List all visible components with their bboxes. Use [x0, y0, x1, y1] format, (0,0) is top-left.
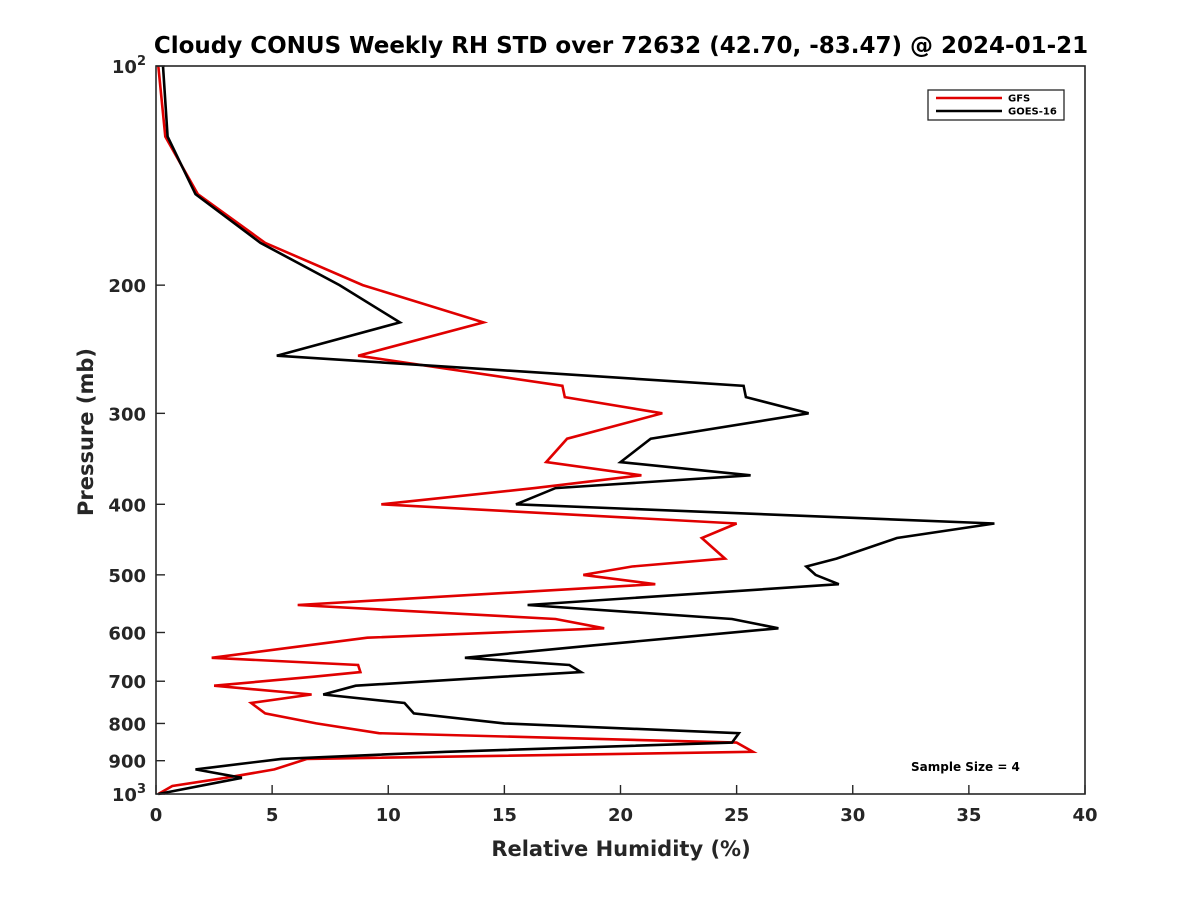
x-axis-label: Relative Humidity (%)	[491, 837, 750, 861]
x-tick-label: 35	[956, 805, 981, 826]
legend-label-gfs: GFS	[1008, 94, 1030, 105]
y-axis: 102 200 300 400 500 600 700 800 900 103	[108, 54, 165, 806]
chart-title: Cloudy CONUS Weekly RH STD over 72632 (4…	[154, 33, 1088, 59]
y-tick-label: 700	[108, 672, 146, 693]
legend-label-goes-16: GOES-16	[1008, 107, 1057, 118]
y-tick-label: 400	[108, 495, 146, 516]
plot-series-layer	[157, 65, 995, 796]
legend: GFS GOES-16	[927, 89, 1065, 121]
y-tick-label: 900	[108, 752, 146, 773]
y-tick-label: 102	[112, 54, 146, 78]
y-tick-label: 103	[112, 782, 146, 806]
x-tick-label: 15	[492, 805, 517, 826]
x-tick-label: 20	[608, 805, 633, 826]
series-line-goes-16	[158, 65, 995, 796]
x-tick-label: 25	[724, 805, 749, 826]
x-tick-label: 40	[1072, 805, 1097, 826]
x-tick-label: 10	[376, 805, 401, 826]
series-line-gfs	[157, 65, 758, 796]
y-tick-label: 800	[108, 714, 146, 735]
x-tick-label: 0	[150, 805, 163, 826]
y-tick-label: 200	[108, 276, 146, 297]
x-tick-label: 5	[266, 805, 279, 826]
legend-box	[927, 89, 1065, 121]
y-tick-label: 500	[108, 566, 146, 587]
x-axis: 0 5 10 15 20 25 30 35 40	[150, 785, 1098, 826]
sample-size-annotation: Sample Size = 4	[911, 760, 1020, 774]
y-axis-label: Pressure (mb)	[74, 348, 98, 516]
y-tick-label: 300	[108, 404, 146, 425]
x-tick-label: 30	[840, 805, 865, 826]
y-tick-label: 600	[108, 623, 146, 644]
